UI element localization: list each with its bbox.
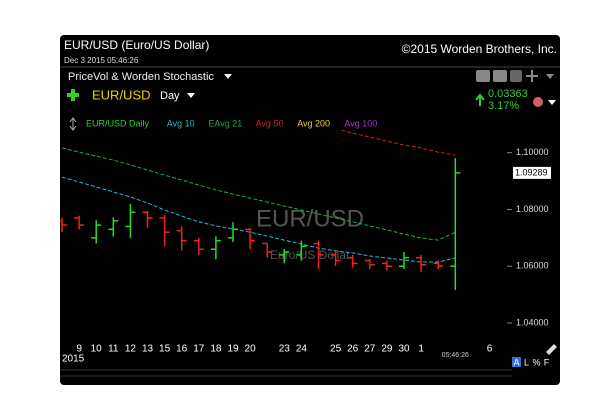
plot-area bbox=[60, 130, 461, 291]
x-tick-label: 23 bbox=[279, 344, 291, 355]
ohlc-bar bbox=[381, 260, 392, 271]
up-arrow bbox=[475, 93, 485, 106]
y-tick-label: 1.04000 bbox=[516, 317, 549, 327]
button-bg bbox=[512, 357, 521, 367]
legend-toggle[interactable] bbox=[69, 117, 77, 131]
x-tick-label: 10 bbox=[91, 344, 103, 355]
ohlc-bar bbox=[108, 217, 119, 237]
ohlc-bar bbox=[364, 259, 375, 270]
x-tick-label: 24 bbox=[296, 344, 308, 355]
legend-entry[interactable]: Avg 100 bbox=[344, 118, 377, 128]
footer-button[interactable]: L bbox=[524, 357, 529, 367]
symbol[interactable]: EUR/USD bbox=[92, 87, 151, 102]
x-tick-label: 9 bbox=[76, 344, 82, 355]
x-tick-label: 12 bbox=[125, 344, 137, 355]
ohlc-bar bbox=[433, 260, 444, 270]
x-tick-label: 13 bbox=[142, 344, 154, 355]
ohlc-bar bbox=[176, 226, 187, 251]
footer-button[interactable]: F bbox=[544, 357, 550, 367]
timestamp: Dec 3 2015 05:46:26 bbox=[64, 56, 139, 65]
watermark-sub: Euro/US Dollar bbox=[270, 248, 350, 262]
ohlc-bar bbox=[125, 203, 136, 238]
toolbar-icons[interactable] bbox=[476, 70, 554, 82]
ohlc-bar bbox=[228, 222, 238, 243]
legend-entry[interactable]: EUR/USD Daily bbox=[86, 118, 150, 128]
moving-average-line bbox=[61, 147, 456, 241]
ohlc-bar bbox=[399, 252, 409, 270]
ohlc-bar bbox=[313, 240, 324, 270]
x-tick-label: 17 bbox=[193, 344, 205, 355]
x-tick-label: 27 bbox=[364, 344, 376, 355]
ohlc-bar bbox=[347, 254, 358, 268]
ohlc-bar bbox=[74, 215, 85, 230]
legend-entry[interactable]: Avg 50 bbox=[256, 118, 284, 128]
ohlc-bar bbox=[330, 252, 341, 267]
legend-entry[interactable]: Avg 10 bbox=[167, 118, 195, 128]
ohlc-bar bbox=[279, 249, 290, 264]
ohlc-bar bbox=[450, 158, 461, 291]
x-tick-label: 15 bbox=[159, 344, 171, 355]
legend-entry[interactable]: Avg 200 bbox=[297, 118, 330, 128]
x-tick-label: 05:46:26 bbox=[442, 352, 469, 359]
dropdown-arrow[interactable] bbox=[187, 93, 195, 98]
x-tick-label: 19 bbox=[227, 344, 239, 355]
x-tick-label: 29 bbox=[381, 344, 393, 355]
x-tick-label: 16 bbox=[176, 344, 188, 355]
window-title: EUR/USD (Euro/US Dollar) bbox=[64, 38, 209, 52]
footer-button[interactable]: % bbox=[532, 357, 540, 367]
y-tick-label: 1.08000 bbox=[516, 204, 549, 214]
x-tick-label: 20 bbox=[245, 344, 257, 355]
add-button[interactable] bbox=[67, 89, 79, 101]
ohlc-bar bbox=[210, 236, 221, 260]
ohlc-bar bbox=[245, 227, 256, 250]
watermark: EUR/USD bbox=[256, 205, 364, 232]
ohlc-bar bbox=[296, 240, 307, 261]
ohlc-bar bbox=[142, 210, 153, 228]
x-year-label: 2015 bbox=[62, 354, 85, 365]
change-pct: 3.17% bbox=[488, 100, 519, 112]
ohlc-bar bbox=[262, 242, 273, 258]
x-tick-label: 30 bbox=[398, 344, 410, 355]
ohlc-bar bbox=[416, 254, 427, 272]
x-tick-label: 18 bbox=[210, 344, 222, 355]
legend: EUR/USD Daily Avg 10 EAvg 21 Avg 50 Avg 200 A… bbox=[86, 118, 377, 128]
last-price-box bbox=[513, 166, 551, 179]
moving-average-line bbox=[337, 130, 456, 156]
ohlc-bar bbox=[193, 237, 204, 255]
x-tick-label: 25 bbox=[330, 344, 342, 355]
x-tick-label: 6 bbox=[487, 344, 493, 355]
change: 0.03363 bbox=[488, 88, 528, 100]
last-price-label: 1.09289 bbox=[515, 167, 548, 177]
y-tick-label: 1.06000 bbox=[516, 261, 549, 271]
x-tick-label: 26 bbox=[347, 344, 359, 355]
ohlc-bar bbox=[91, 220, 102, 244]
footer-buttons: A L% F bbox=[512, 357, 550, 367]
ohlc-bar bbox=[159, 215, 170, 247]
dropdown-arrow[interactable] bbox=[548, 100, 556, 105]
window bbox=[60, 35, 560, 385]
y-tick-label: 1.10000 bbox=[516, 147, 549, 157]
x-tick-label: 11 bbox=[108, 344, 119, 355]
x-tick-label: 1 bbox=[418, 344, 424, 355]
copyright: ©2015 Worden Brothers, Inc. bbox=[402, 42, 557, 56]
color-icon[interactable] bbox=[533, 97, 543, 107]
footer-button[interactable]: A bbox=[513, 357, 519, 367]
moving-average-line bbox=[61, 176, 456, 263]
legend-entry[interactable]: EAvg 21 bbox=[208, 118, 242, 128]
indicator-set[interactable]: PriceVol & Worden Stochastic bbox=[68, 71, 214, 83]
dropdown-arrow[interactable] bbox=[224, 74, 232, 79]
draw-tool[interactable] bbox=[546, 344, 557, 355]
ohlc-bar bbox=[60, 217, 67, 233]
period[interactable]: Day bbox=[160, 90, 180, 102]
